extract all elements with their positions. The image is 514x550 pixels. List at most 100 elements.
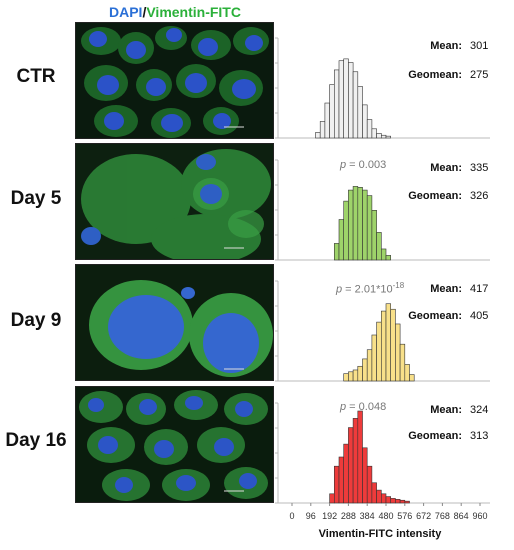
- bar-ctr: [319, 121, 326, 139]
- mean-label-ctr: Mean:: [430, 40, 462, 52]
- mean-label-day16: Mean:: [430, 404, 462, 416]
- x-tick-label: 864: [454, 511, 469, 521]
- mean-label-day9: Mean:: [430, 283, 462, 295]
- bar-day16: [362, 447, 368, 504]
- bar-day16: [348, 427, 354, 504]
- geomean-value-day9: 405: [470, 310, 489, 322]
- bar-day5: [338, 219, 344, 261]
- geomean-label-day9: Geomean:: [408, 310, 462, 322]
- bar-day5: [357, 187, 363, 261]
- geomean-label-day5: Geomean:: [408, 190, 462, 202]
- micrograph-day5: [75, 143, 274, 260]
- pvalue-day9-p: p: [336, 283, 343, 296]
- x-tick-label: 672: [416, 511, 431, 521]
- bar-day9: [362, 358, 368, 382]
- bar-ctr: [371, 128, 377, 139]
- bar-day16: [395, 499, 401, 504]
- bar-day9: [366, 349, 373, 382]
- mean-value-ctr: 301: [470, 40, 489, 52]
- bar-ctr: [333, 69, 340, 139]
- bar-day9: [348, 371, 354, 382]
- x-tick-label: 96: [306, 511, 316, 521]
- bar-day5: [366, 195, 373, 261]
- x-axis-title: Vimentin-FITC intensity: [318, 528, 442, 540]
- bar-day5: [380, 248, 387, 261]
- bar-day16: [371, 482, 377, 504]
- bar-day9: [371, 334, 377, 382]
- bar-day9: [399, 343, 406, 382]
- bar-day9: [395, 323, 401, 382]
- bar-day9: [380, 310, 387, 382]
- micrograph-day9: [75, 264, 274, 381]
- x-tick-label: 768: [435, 511, 450, 521]
- bar-ctr: [357, 86, 363, 139]
- row-label-day16: Day 16: [5, 430, 67, 451]
- bar-day5: [362, 189, 368, 261]
- bar-ctr: [385, 135, 391, 139]
- geomean-value-day16: 313: [470, 430, 489, 442]
- bar-day16: [404, 500, 410, 504]
- bar-day16: [385, 496, 391, 504]
- bar-ctr: [338, 60, 344, 139]
- x-tick-label: 0: [289, 511, 294, 521]
- dapi-label: DAPI: [109, 4, 143, 20]
- bar-ctr: [362, 104, 368, 139]
- pvalue-day9-text: = 2.01*10: [342, 283, 393, 296]
- bar-ctr: [366, 119, 373, 139]
- bar-day16: [333, 465, 340, 504]
- row-label-day9: Day 9: [10, 310, 62, 331]
- bar-day16: [380, 493, 387, 504]
- mean-label-day5: Mean:: [430, 162, 462, 174]
- geomean-value-ctr: 275: [470, 69, 489, 81]
- bar-day16: [338, 456, 344, 504]
- bar-day9: [352, 369, 359, 382]
- pvalue-day5-p: p: [340, 159, 347, 171]
- bar-day9: [404, 364, 410, 382]
- mean-value-day5: 335: [470, 162, 489, 174]
- bar-day5: [385, 255, 391, 261]
- bar-day16: [366, 465, 373, 504]
- pvalue-day5: p = 0.003: [340, 159, 386, 171]
- bar-day9: [385, 303, 391, 382]
- x-tick-label: 384: [360, 511, 375, 521]
- bar-ctr: [343, 58, 349, 139]
- pvalue-day16-p: p: [340, 401, 347, 413]
- mean-value-day9: 417: [470, 283, 489, 295]
- micrograph-day16: [75, 386, 274, 503]
- bar-day5: [348, 189, 354, 261]
- pvalue-day16: p = 0.048: [340, 401, 386, 413]
- bar-day5: [376, 232, 382, 261]
- x-tick-label: 576: [397, 511, 412, 521]
- bar-day5: [352, 186, 359, 261]
- row-label-day5: Day 5: [10, 188, 62, 209]
- bar-day9: [409, 374, 415, 382]
- bar-day16: [343, 443, 349, 504]
- bar-day16: [376, 489, 382, 504]
- bar-ctr: [348, 62, 354, 139]
- header-slash: /: [142, 4, 147, 20]
- x-tick-label: 480: [378, 511, 393, 521]
- bar-day5: [333, 243, 340, 261]
- bar-day16: [329, 493, 335, 504]
- bar-day9: [343, 373, 349, 382]
- vimentin-label: Vimentin-FITC: [146, 4, 241, 20]
- pvalue-day9-exp: -18: [392, 281, 405, 290]
- bar-ctr: [376, 133, 382, 139]
- mean-value-day16: 324: [470, 404, 489, 416]
- x-tick-label: 192: [322, 511, 337, 521]
- geomean-label-day16: Geomean:: [408, 430, 462, 442]
- pvalue-day5-text: = 0.003: [346, 159, 387, 171]
- row-label-ctr: CTR: [16, 66, 56, 87]
- bar-ctr: [315, 132, 321, 139]
- bar-ctr: [324, 102, 330, 139]
- bar-ctr: [352, 71, 359, 139]
- x-tick-label: 288: [341, 511, 356, 521]
- bar-day16: [390, 498, 396, 504]
- bar-day16: [399, 499, 406, 504]
- pvalue-day16-text: = 0.048: [346, 401, 387, 413]
- figure-header: DAPI/Vimentin-FITC: [75, 4, 275, 20]
- bar-ctr: [380, 134, 387, 139]
- bar-day9: [357, 365, 363, 382]
- micrograph-ctr: [75, 22, 274, 139]
- bar-day5: [343, 200, 349, 261]
